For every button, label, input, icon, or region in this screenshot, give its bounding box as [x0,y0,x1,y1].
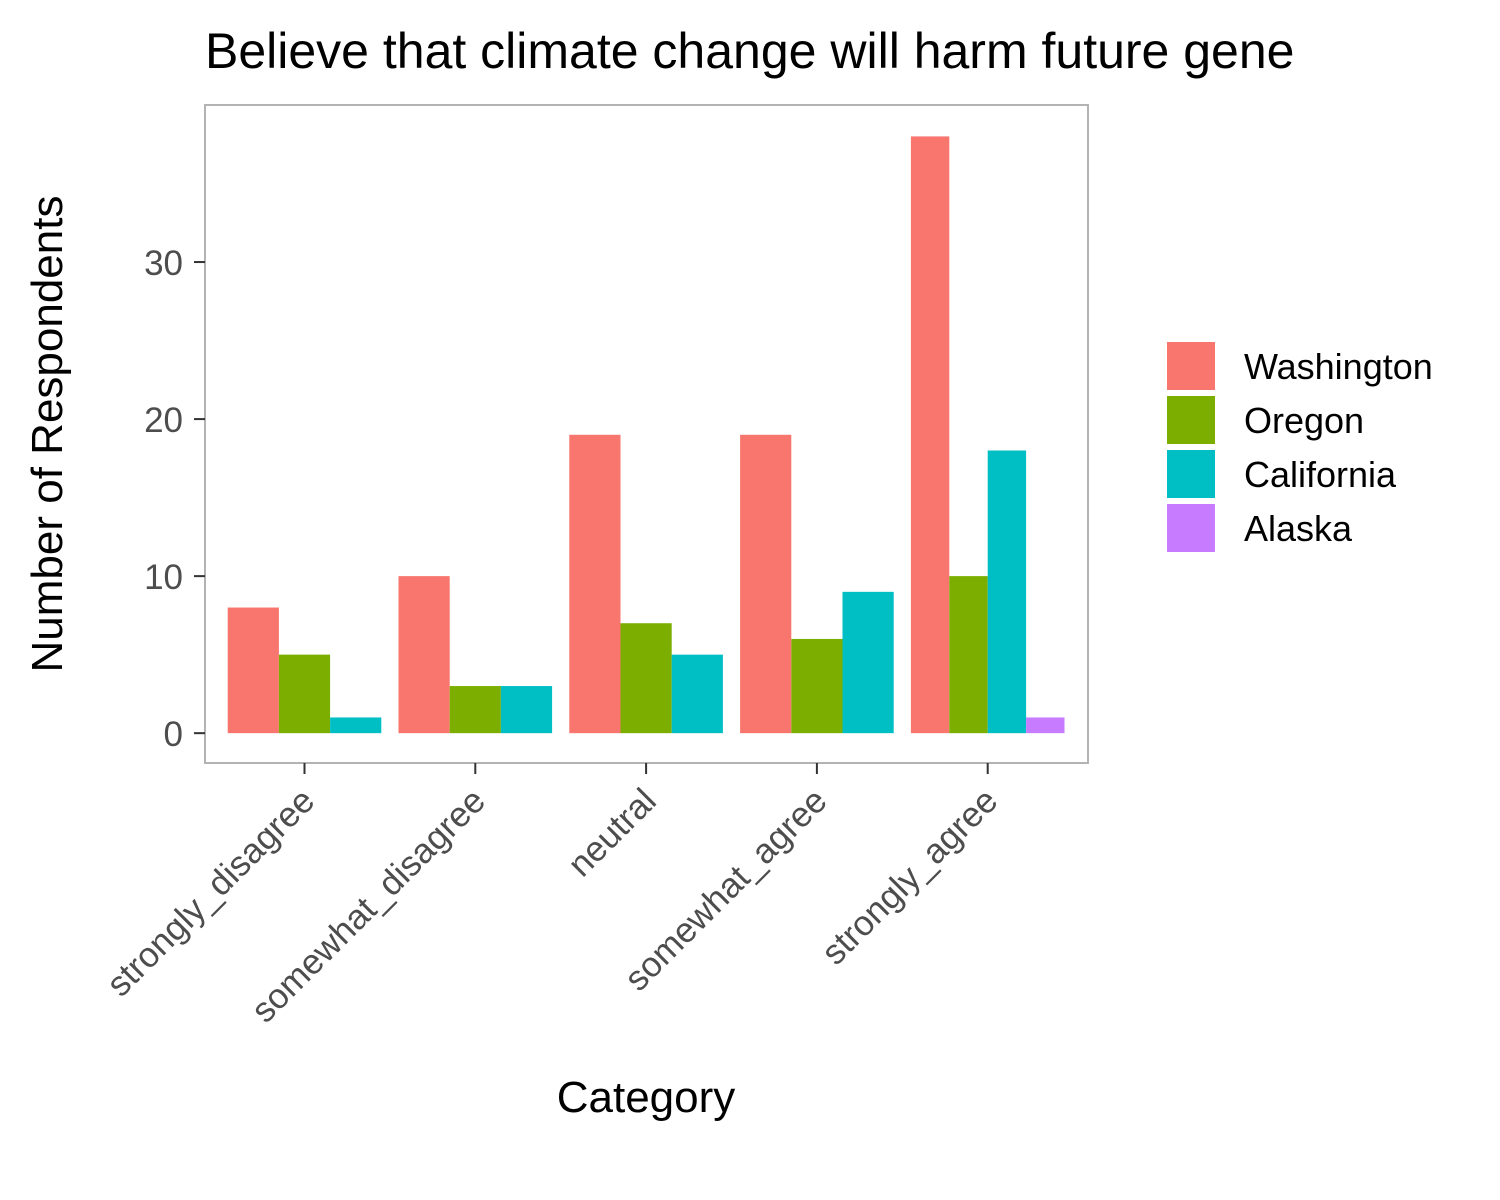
bar-california-neutral [671,654,723,734]
bar-washington-somewhat_disagree [398,576,450,734]
bar-washington-strongly_agree [910,136,950,734]
bar-california-somewhat_agree [842,591,894,734]
x-axis-label: Category [557,1073,736,1122]
y-tick-label-20: 20 [144,401,183,440]
y-axis-label: Number of Respondents [23,196,72,673]
bar-washington-strongly_disagree [227,607,279,734]
legend-swatch-california [1167,450,1215,498]
y-tick-label-0: 0 [164,715,183,754]
legend-swatch-washington [1167,342,1215,390]
bar-oregon-strongly_disagree [278,654,331,734]
bar-california-strongly_disagree [330,717,382,734]
bar-california-somewhat_disagree [500,686,553,734]
legend-label-oregon: Oregon [1244,400,1364,441]
bar-alaska-strongly_agree [1026,717,1065,734]
plot-panel [204,104,1089,764]
legend-label-california: California [1244,454,1397,495]
legend-swatch-alaska [1167,504,1215,552]
x-tick-label-neutral: neutral [560,781,663,884]
bar-california-strongly_agree [987,450,1027,734]
bar-oregon-somewhat_agree [791,638,843,734]
y-tick-label-10: 10 [144,558,183,597]
bar-oregon-neutral [620,623,672,734]
x-tick-label-strongly_agree: strongly_agree [814,781,1005,972]
bar-oregon-strongly_agree [949,576,988,734]
legend-swatch-oregon [1167,396,1215,444]
legend-label-alaska: Alaska [1244,508,1353,549]
bar-washington-neutral [569,434,621,734]
bar-oregon-somewhat_disagree [449,686,501,734]
bar-washington-somewhat_agree [740,434,792,734]
chart-title: Believe that climate change will harm fu… [205,23,1294,79]
bars-group [227,136,1065,734]
legend-label-washington: Washington [1244,346,1433,387]
y-axis: 0 10 20 30 [144,244,205,754]
legend: Washington Oregon California Alaska [1167,342,1433,552]
y-tick-label-30: 30 [144,244,183,283]
